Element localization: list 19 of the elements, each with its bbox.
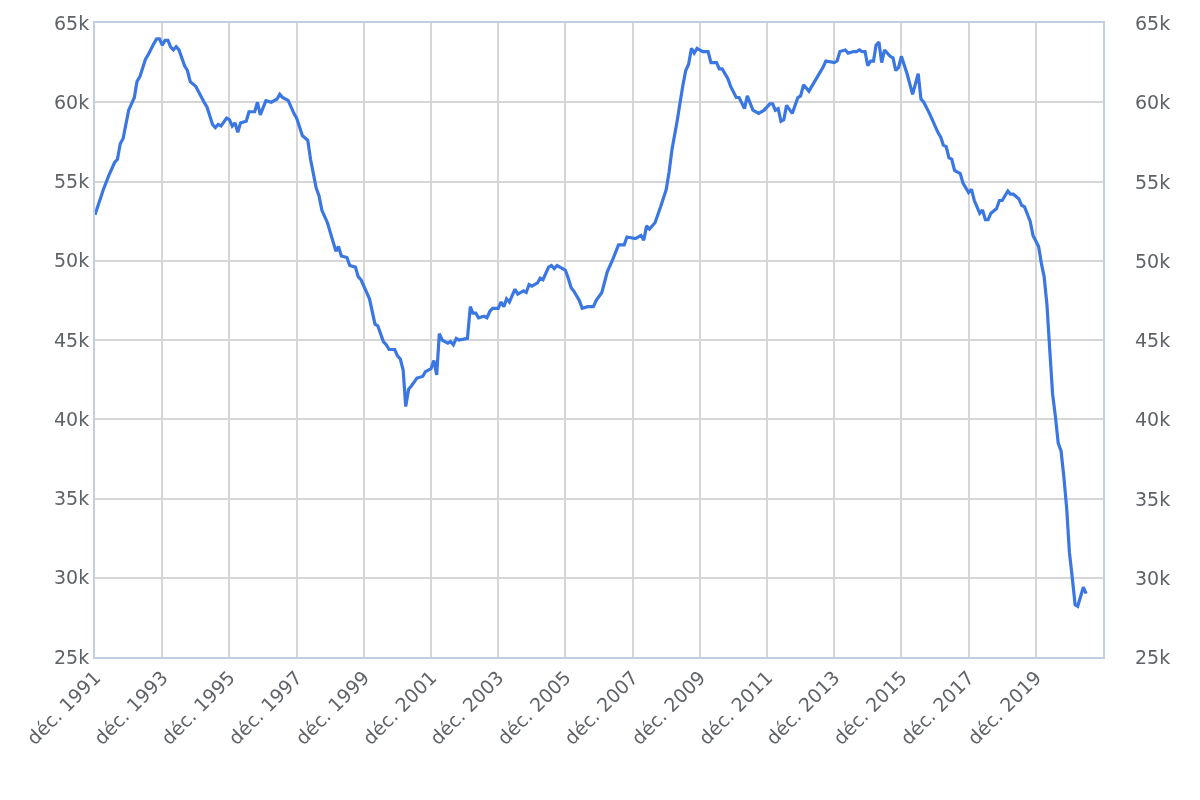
- y2-tick-label: 60k: [1135, 91, 1171, 113]
- y-tick-label: 25k: [54, 645, 90, 668]
- y2-tick-label: 40k: [1135, 408, 1171, 430]
- y-tick-label: 30k: [54, 566, 90, 589]
- y-tick-label: 40k: [54, 407, 90, 430]
- line-series: [95, 37, 1088, 608]
- y2-tick-label: 25k: [1135, 646, 1171, 668]
- y-tick-label: 50k: [54, 249, 90, 272]
- y-tick-label: 65k: [54, 11, 90, 34]
- y-tick-label: 55k: [54, 170, 90, 193]
- y2-tick-label: 30k: [1135, 567, 1171, 589]
- y2-tick-label: 35k: [1135, 488, 1171, 510]
- y2-tick-label: 55k: [1135, 171, 1171, 193]
- y-tick-label: 60k: [54, 90, 90, 113]
- y-tick-label: 45k: [54, 328, 90, 351]
- y2-tick-label: 50k: [1135, 250, 1171, 272]
- y2-tick-label: 65k: [1135, 12, 1171, 34]
- y-tick-label: 35k: [54, 487, 90, 510]
- y2-tick-label: 45k: [1135, 329, 1171, 351]
